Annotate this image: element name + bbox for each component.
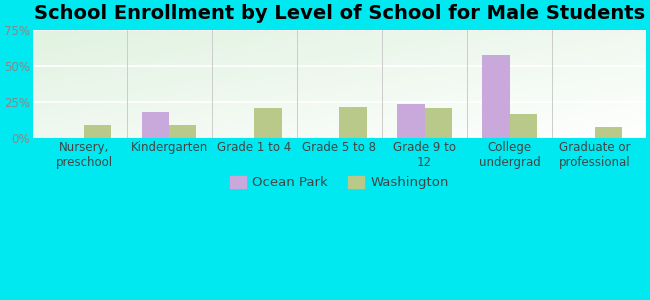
Legend: Ocean Park, Washington: Ocean Park, Washington [225,171,454,195]
Bar [339,107,367,139]
Bar [595,127,622,139]
Bar [84,125,111,139]
Bar [254,108,281,139]
Bar [424,108,452,139]
Bar [397,104,424,139]
Title: School Enrollment by Level of School for Male Students: School Enrollment by Level of School for… [34,4,645,23]
Bar [169,125,196,139]
Bar [482,55,510,139]
Bar [510,114,537,139]
Bar [142,112,169,139]
